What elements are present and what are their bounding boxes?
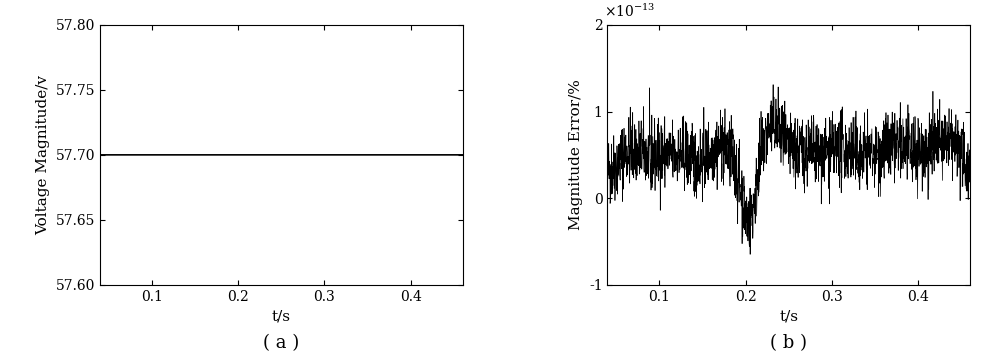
Y-axis label: Voltage Magnitude/v: Voltage Magnitude/v bbox=[36, 75, 50, 235]
X-axis label: t/s: t/s bbox=[779, 309, 798, 323]
X-axis label: t/s: t/s bbox=[272, 309, 291, 323]
Y-axis label: Magnitude Error/%: Magnitude Error/% bbox=[569, 79, 583, 230]
Text: ( b ): ( b ) bbox=[770, 334, 807, 352]
Text: ( a ): ( a ) bbox=[263, 334, 299, 352]
Text: $\times10^{-13}$: $\times10^{-13}$ bbox=[604, 2, 655, 20]
